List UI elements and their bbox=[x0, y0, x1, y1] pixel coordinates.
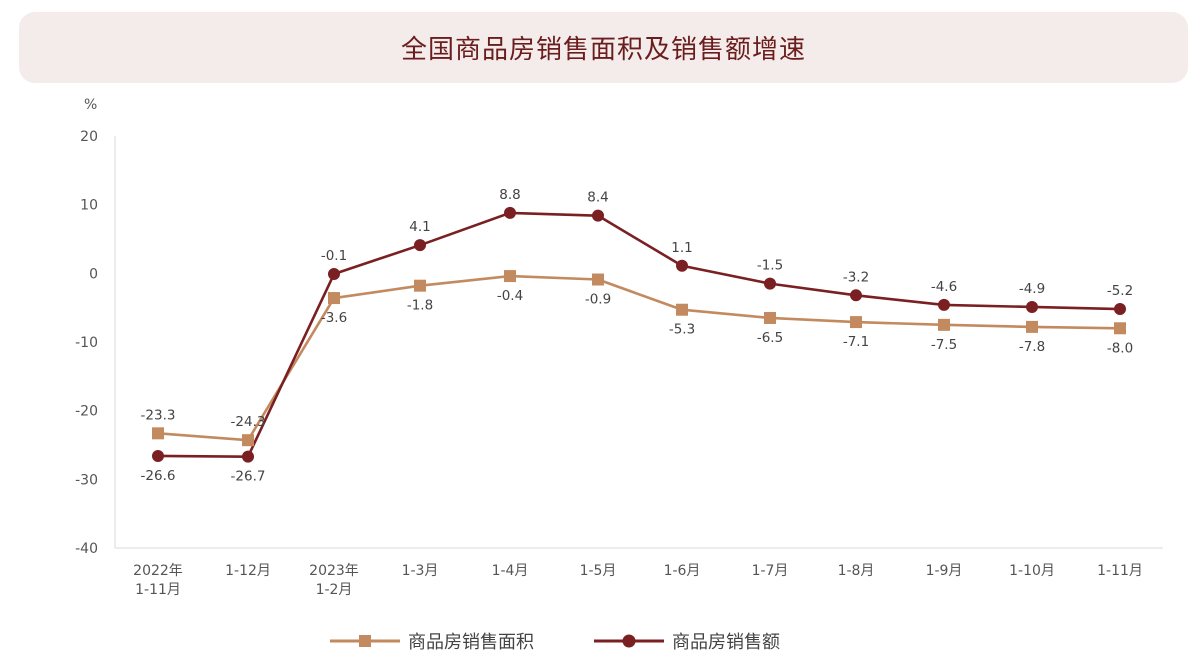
x-tick-label: 1-9月 bbox=[926, 563, 963, 579]
legend-item-area: 商品房销售面积 bbox=[330, 628, 534, 654]
data-point-amount bbox=[592, 209, 604, 222]
chart-title-bar: 全国商品房销售面积及销售额增速 bbox=[19, 12, 1188, 83]
x-tick-label: 2022年 bbox=[133, 563, 183, 579]
data-point-amount bbox=[938, 298, 950, 311]
chart-title: 全国商品房销售面积及销售额增速 bbox=[400, 35, 806, 65]
data-point-amount bbox=[504, 206, 516, 219]
x-tick-label: 1-11月 bbox=[1097, 563, 1143, 579]
data-label-area: -23.3 bbox=[141, 407, 176, 423]
data-point-area bbox=[1114, 322, 1126, 335]
data-label-amount: -0.1 bbox=[321, 248, 347, 264]
y-tick-label: -10 bbox=[75, 335, 98, 351]
x-tick-label: 1-5月 bbox=[580, 563, 617, 579]
data-point-amount bbox=[328, 268, 340, 281]
data-point-amount bbox=[850, 289, 862, 302]
data-label-area: -7.1 bbox=[843, 334, 869, 350]
data-point-area bbox=[414, 279, 426, 292]
data-label-area: -7.5 bbox=[931, 337, 957, 353]
series-line-area bbox=[157, 274, 1121, 442]
data-label-amount: 4.1 bbox=[409, 219, 430, 235]
y-tick-label: -30 bbox=[75, 472, 98, 488]
data-point-amount bbox=[152, 449, 164, 462]
data-label-amount: 8.8 bbox=[499, 187, 520, 203]
data-label-area: -6.5 bbox=[757, 330, 783, 346]
data-point-area bbox=[676, 303, 688, 316]
y-tick-label: 20 bbox=[80, 129, 98, 145]
x-tick-label: 1-12月 bbox=[225, 563, 271, 579]
data-label-amount: -4.6 bbox=[931, 279, 957, 295]
x-tick-label: 2023年 bbox=[309, 563, 359, 579]
data-point-area bbox=[592, 273, 604, 286]
legend-marker-circle-icon bbox=[594, 634, 664, 648]
data-label-area: -0.4 bbox=[497, 288, 523, 304]
data-label-amount: -26.7 bbox=[231, 469, 266, 485]
y-axis-unit: % bbox=[84, 97, 98, 113]
x-tick-label: 1-10月 bbox=[1009, 563, 1055, 579]
series-line-amount bbox=[157, 211, 1121, 458]
data-label-amount: -4.9 bbox=[1019, 281, 1045, 297]
x-tick-label: 1-8月 bbox=[838, 563, 875, 579]
data-point-area bbox=[1026, 320, 1038, 333]
data-point-area bbox=[504, 270, 516, 283]
x-tick-label: 1-2月 bbox=[316, 582, 353, 598]
data-point-amount bbox=[1114, 303, 1126, 316]
data-label-amount: -26.6 bbox=[141, 468, 176, 484]
data-label-amount: -5.2 bbox=[1107, 283, 1133, 299]
x-tick-label: 1-11月 bbox=[135, 582, 181, 598]
data-label-amount: -3.2 bbox=[843, 269, 869, 285]
legend-item-amount: 商品房销售额 bbox=[594, 628, 780, 654]
data-point-area bbox=[850, 316, 862, 329]
data-label-amount: -1.5 bbox=[757, 258, 783, 274]
data-label-area: -7.8 bbox=[1019, 339, 1045, 355]
legend-label-area: 商品房销售面积 bbox=[408, 632, 534, 653]
legend-label-amount: 商品房销售额 bbox=[672, 632, 780, 653]
data-label-area: -3.6 bbox=[321, 310, 347, 326]
data-label-area: -0.9 bbox=[585, 292, 611, 308]
data-point-amount bbox=[414, 239, 426, 252]
data-point-area bbox=[938, 318, 950, 331]
x-tick-label: 1-4月 bbox=[492, 563, 529, 579]
data-label-area: -24.3 bbox=[231, 414, 266, 430]
data-label-area: -8.0 bbox=[1107, 340, 1133, 356]
y-tick-label: -20 bbox=[75, 404, 98, 420]
y-tick-label: 10 bbox=[80, 198, 98, 214]
data-point-area bbox=[328, 292, 340, 305]
data-point-amount bbox=[676, 259, 688, 272]
data-label-amount: 1.1 bbox=[671, 240, 692, 256]
legend-marker-square-icon bbox=[330, 635, 400, 647]
x-tick-label: 1-3月 bbox=[402, 563, 439, 579]
data-label-area: -1.8 bbox=[407, 298, 433, 314]
x-tick-label: 1-7月 bbox=[752, 563, 789, 579]
data-point-amount bbox=[1026, 300, 1038, 313]
data-label-area: -5.3 bbox=[669, 322, 695, 338]
data-point-area bbox=[242, 434, 254, 447]
y-tick-label: 0 bbox=[89, 266, 98, 282]
data-point-amount bbox=[764, 277, 776, 290]
data-point-amount bbox=[242, 450, 254, 463]
data-label-amount: 8.4 bbox=[587, 190, 608, 206]
y-tick-label: -40 bbox=[75, 541, 98, 557]
data-point-area bbox=[152, 427, 164, 440]
data-point-area bbox=[764, 311, 776, 324]
x-tick-label: 1-6月 bbox=[664, 563, 701, 579]
chart-legend: 商品房销售面积 商品房销售额 bbox=[330, 628, 840, 654]
